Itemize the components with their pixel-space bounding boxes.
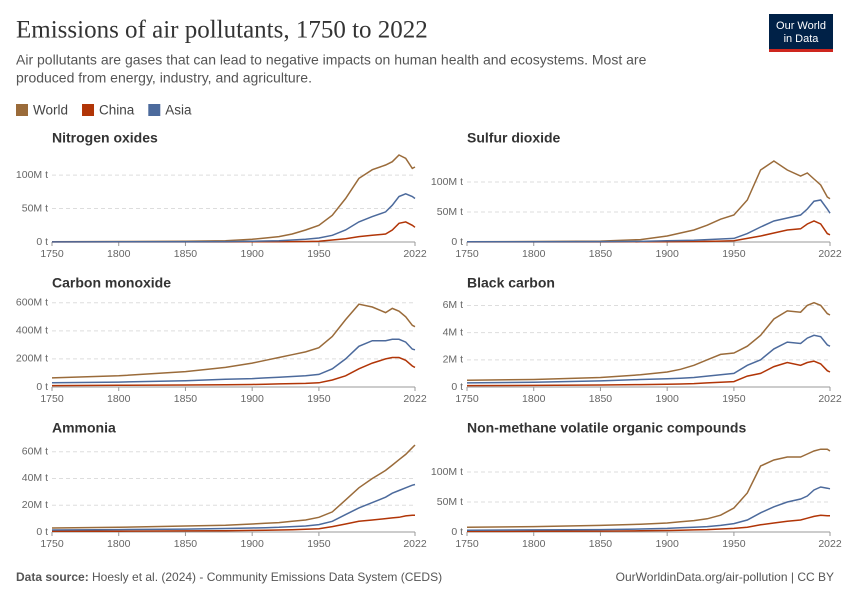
x-tick-label: 2022 — [818, 248, 842, 260]
y-tick-label: 100M t — [16, 169, 48, 181]
y-tick-label: 50M t — [22, 202, 48, 214]
series-line — [51, 303, 416, 379]
y-tick-label: 50M t — [437, 496, 463, 508]
logo-bar — [769, 49, 833, 52]
y-tick-label: 20M t — [22, 499, 48, 511]
series-line — [51, 192, 416, 243]
x-tick-label: 1850 — [589, 538, 613, 550]
y-tick-label: 40M t — [22, 472, 48, 484]
logo-text: in Data — [784, 33, 820, 45]
x-tick-label: 1950 — [307, 248, 331, 260]
panel-title: Sulfur dioxide — [467, 130, 561, 146]
x-tick-label: 1750 — [40, 248, 64, 260]
x-tick-label: 1800 — [522, 393, 546, 405]
x-tick-label: 1750 — [40, 393, 64, 405]
legend-swatch — [16, 104, 28, 116]
subtitle: produced from energy, industry, and agri… — [16, 70, 312, 86]
x-tick-label: 1950 — [722, 393, 746, 405]
panel-title: Nitrogen oxides — [52, 130, 158, 146]
y-tick-label: 0 t — [36, 381, 48, 393]
series-line — [466, 334, 831, 384]
title: Emissions of air pollutants, 1750 to 202… — [16, 17, 428, 44]
x-tick-label: 1750 — [455, 538, 479, 550]
series-line — [466, 486, 831, 531]
x-tick-label: 1850 — [174, 538, 198, 550]
x-tick-label: 1900 — [241, 393, 265, 405]
logo[interactable] — [769, 14, 833, 52]
panel-title: Black carbon — [467, 275, 555, 291]
y-tick-label: 100M t — [431, 466, 463, 478]
x-tick-label: 1800 — [522, 248, 546, 260]
series-line — [467, 199, 831, 243]
y-tick-label: 6M t — [443, 299, 464, 311]
legend-label: Asia — [165, 103, 192, 118]
series-line — [51, 483, 416, 531]
x-tick-label: 1850 — [589, 248, 613, 260]
series-line — [466, 360, 831, 387]
logo-text: Our World — [776, 20, 826, 32]
x-tick-label: 1750 — [455, 248, 479, 260]
legend-swatch — [82, 104, 95, 116]
x-tick-label: 2022 — [818, 393, 842, 405]
series-line — [466, 301, 831, 381]
x-tick-label: 1950 — [722, 248, 746, 260]
source-label: Data source: — [16, 570, 89, 584]
x-tick-label: 2022 — [818, 538, 842, 550]
legend-label: World — [33, 103, 68, 118]
x-tick-label: 1950 — [722, 538, 746, 550]
x-tick-label: 2022 — [403, 538, 427, 550]
x-tick-label: 1800 — [107, 248, 131, 260]
y-tick-label: 60M t — [22, 445, 48, 457]
series-line — [52, 221, 416, 243]
x-tick-label: 1950 — [307, 538, 331, 550]
x-tick-label: 1900 — [656, 538, 680, 550]
y-tick-label: 400M t — [16, 325, 48, 337]
x-tick-label: 1900 — [656, 393, 680, 405]
series-line — [51, 514, 415, 533]
x-tick-label: 2022 — [403, 248, 427, 260]
credit[interactable]: OurWorldinData.org/air-pollution | CC BY — [616, 570, 834, 584]
panel-title: Carbon monoxide — [52, 275, 171, 291]
y-tick-label: 600M t — [16, 297, 48, 309]
x-tick-label: 1900 — [241, 538, 265, 550]
y-tick-label: 200M t — [16, 353, 48, 365]
y-tick-label: 0 t — [36, 526, 48, 538]
y-tick-label: 0 t — [451, 526, 463, 538]
y-tick-label: 0 t — [451, 236, 463, 248]
subtitle: Air pollutants are gases that can lead t… — [16, 52, 647, 68]
panel-title: Ammonia — [52, 420, 116, 436]
source: Hoesly et al. (2024) - Community Emissio… — [92, 570, 442, 584]
series-line — [51, 338, 416, 384]
x-tick-label: 1900 — [241, 248, 265, 260]
x-tick-label: 1950 — [307, 393, 331, 405]
series-line — [51, 444, 416, 529]
y-tick-label: 0 t — [36, 236, 48, 248]
x-tick-label: 1800 — [107, 538, 131, 550]
x-tick-label: 1800 — [522, 538, 546, 550]
y-tick-label: 100M t — [431, 176, 463, 188]
x-tick-label: 1750 — [455, 393, 479, 405]
y-tick-label: 2M t — [443, 354, 464, 366]
series-line — [466, 448, 831, 528]
legend-swatch — [148, 104, 161, 116]
series-line — [466, 160, 831, 243]
x-tick-label: 2022 — [403, 393, 427, 405]
series-line — [51, 356, 416, 387]
x-tick-label: 1850 — [174, 393, 198, 405]
x-tick-label: 1900 — [656, 248, 680, 260]
x-tick-label: 1800 — [107, 393, 131, 405]
x-tick-label: 1850 — [174, 248, 198, 260]
y-tick-label: 50M t — [437, 206, 463, 218]
panel-title: Non-methane volatile organic compounds — [467, 420, 746, 436]
series-line — [51, 154, 416, 243]
x-tick-label: 1750 — [40, 538, 64, 550]
y-tick-label: 4M t — [443, 326, 464, 338]
legend-label: China — [99, 103, 135, 118]
x-tick-label: 1850 — [589, 393, 613, 405]
y-tick-label: 0 t — [451, 381, 463, 393]
series-line — [466, 514, 830, 533]
